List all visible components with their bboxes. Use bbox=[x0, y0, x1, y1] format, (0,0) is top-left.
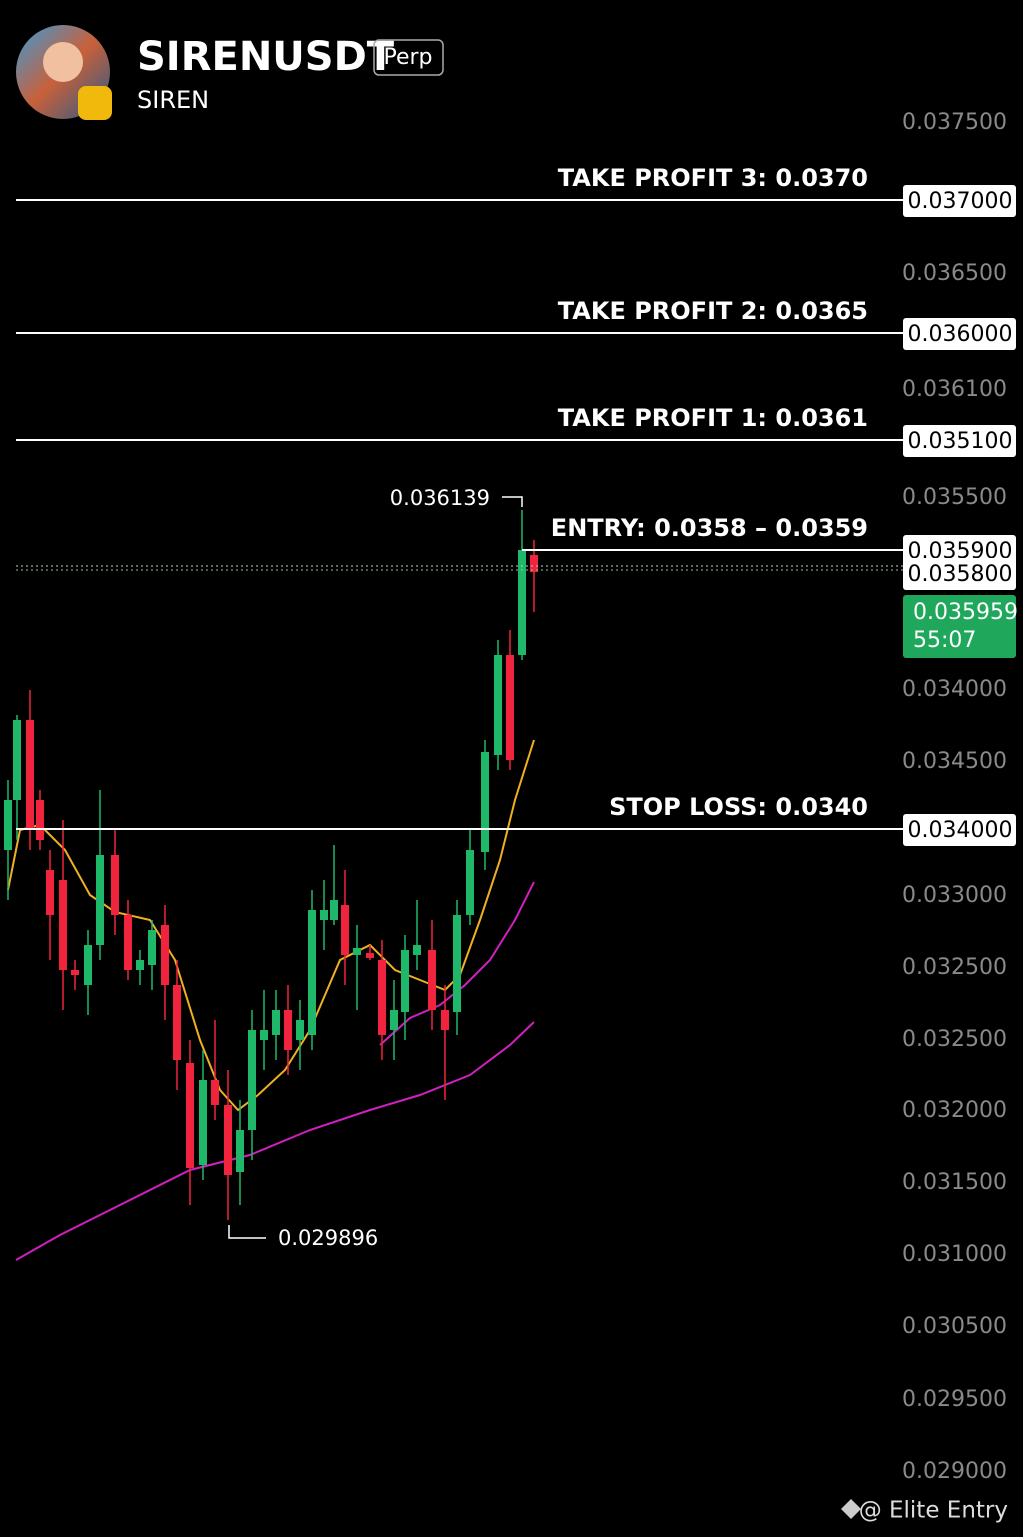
candle-body bbox=[353, 948, 361, 955]
level-label: TAKE PROFIT 1: 0.0361 bbox=[558, 404, 868, 432]
candle-body bbox=[518, 550, 526, 655]
symbol-name: SIREN bbox=[137, 86, 209, 114]
level-tag: 0.035100 bbox=[908, 429, 1013, 454]
axis-label: 0.037500 bbox=[902, 110, 1007, 135]
badge-box bbox=[373, 39, 444, 76]
current-price: 0.035959 bbox=[913, 600, 1018, 625]
high-pointer bbox=[502, 496, 523, 507]
candle-body bbox=[506, 655, 514, 760]
axis-label: 0.036100 bbox=[902, 377, 1007, 402]
exchange-icon bbox=[78, 86, 112, 120]
axis-label: 0.034000 bbox=[902, 677, 1007, 702]
level-tag: 0.034000 bbox=[908, 818, 1013, 843]
candle-body bbox=[161, 925, 169, 985]
axis-label: 0.029000 bbox=[902, 1459, 1007, 1484]
axis-label: 0.032500 bbox=[902, 955, 1007, 980]
level-tag: 0.036000 bbox=[908, 322, 1013, 347]
candle-body bbox=[320, 910, 328, 920]
entry-low-box bbox=[903, 558, 1016, 590]
ma-fast bbox=[7, 739, 535, 1112]
axis-label: 0.029500 bbox=[902, 1387, 1007, 1412]
candle-body bbox=[199, 1080, 207, 1165]
candle-body bbox=[453, 915, 461, 1012]
axis-label: 0.036500 bbox=[902, 261, 1007, 286]
axis-label: 0.031000 bbox=[902, 1242, 1007, 1267]
candle-body bbox=[308, 910, 316, 1035]
level-label: ENTRY: 0.0358 – 0.0359 bbox=[551, 514, 868, 542]
candle-body bbox=[96, 855, 104, 945]
candle-body bbox=[466, 850, 474, 915]
countdown: 55:07 bbox=[913, 628, 976, 653]
candle-body bbox=[413, 945, 421, 955]
ma-mid bbox=[379, 881, 535, 1046]
candle-body bbox=[84, 945, 92, 985]
candle-body bbox=[124, 915, 132, 970]
candle-body bbox=[428, 950, 436, 1010]
candle-body bbox=[111, 855, 119, 915]
candle-body bbox=[136, 960, 144, 970]
level-tag-box bbox=[903, 318, 1016, 350]
level-label: TAKE PROFIT 2: 0.0365 bbox=[558, 297, 868, 325]
ma-slow bbox=[15, 1021, 535, 1261]
axis-label: 0.032500 bbox=[902, 1027, 1007, 1052]
level-tag: 0.037000 bbox=[908, 189, 1013, 214]
axis-label: 0.034500 bbox=[902, 749, 1007, 774]
high-label: 0.036139 bbox=[390, 486, 490, 510]
candle-body bbox=[211, 1080, 219, 1105]
chart: 0.037500 0.036500 0.036100 0.035500 0.034000… bbox=[4, 110, 1018, 1484]
candle-body bbox=[13, 720, 21, 800]
candle-body bbox=[236, 1130, 244, 1172]
candle-body bbox=[284, 1010, 292, 1050]
current-price-box bbox=[903, 595, 1016, 658]
axis-label: 0.030500 bbox=[902, 1314, 1007, 1339]
axis-label: 0.033000 bbox=[902, 883, 1007, 908]
badge: Perp bbox=[383, 45, 432, 70]
low-label: 0.029896 bbox=[278, 1226, 378, 1250]
candle-body bbox=[224, 1105, 232, 1175]
level-tag-box bbox=[903, 814, 1016, 846]
watermark-icon bbox=[841, 1499, 861, 1519]
candle-body bbox=[390, 1010, 398, 1030]
level-label: STOP LOSS: 0.0340 bbox=[609, 793, 868, 821]
entry-low-tag: 0.035800 bbox=[908, 562, 1013, 587]
avatar-face bbox=[43, 42, 83, 82]
candle-body bbox=[173, 985, 181, 1060]
symbol: SIRENUSDT bbox=[137, 34, 395, 80]
candle-body bbox=[530, 555, 538, 572]
candle-body bbox=[272, 1010, 280, 1035]
candle-body bbox=[59, 880, 67, 970]
candle-body bbox=[248, 1030, 256, 1130]
level-tag-box bbox=[903, 425, 1016, 457]
axis-label: 0.035500 bbox=[902, 485, 1007, 510]
candle-body bbox=[378, 960, 386, 1035]
candle-body bbox=[494, 655, 502, 755]
candle-body bbox=[260, 1030, 268, 1040]
axis-label: 0.032000 bbox=[902, 1098, 1007, 1123]
candle-body bbox=[441, 1010, 449, 1030]
candle-body bbox=[4, 800, 12, 850]
watermark: @ Elite Entry bbox=[859, 1498, 1008, 1524]
candle-body bbox=[341, 905, 349, 955]
candle-body bbox=[36, 800, 44, 840]
candle-body bbox=[330, 900, 338, 920]
candle-body bbox=[366, 953, 374, 958]
candle-body bbox=[148, 930, 156, 965]
candle-body bbox=[186, 1063, 194, 1168]
candle-body bbox=[26, 720, 34, 830]
candle-body bbox=[401, 950, 409, 1012]
candle-body bbox=[296, 1020, 304, 1040]
candle-body bbox=[481, 752, 489, 852]
level-tag-box bbox=[903, 185, 1016, 217]
low-pointer bbox=[228, 1225, 266, 1239]
candle-body bbox=[46, 870, 54, 915]
axis-label: 0.031500 bbox=[902, 1170, 1007, 1195]
level-label: TAKE PROFIT 3: 0.0370 bbox=[558, 164, 868, 192]
candle-body bbox=[71, 970, 79, 975]
